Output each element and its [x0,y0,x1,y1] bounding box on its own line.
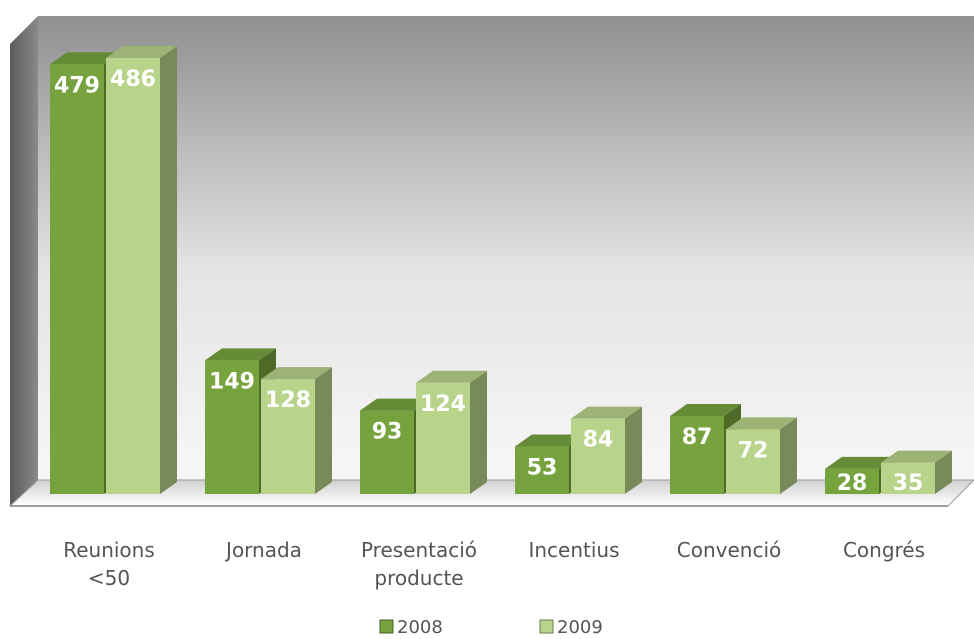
bar-front-face [670,415,724,494]
legend-swatch [539,619,554,634]
legend-label: 2008 [397,617,443,638]
bar-top-face [571,406,642,419]
category-labels: Reunions <50 Jornada Presentació producte Inc… [63,538,925,590]
bars-layer: 479 486 149 128 93 124 53 84 87 72 28 35 [50,46,952,496]
data-label: 53 [527,455,558,480]
data-label: 72 [738,438,769,463]
bar-side-face [935,450,952,494]
side-wall [10,16,38,506]
bar-side-face [625,406,642,494]
bar-side-face [160,46,177,494]
category-label: Jornada [224,538,302,562]
bar-top-face [416,370,487,383]
bar-2009-0: 486 [106,46,177,494]
data-label: 84 [583,428,614,453]
bar-2009-1: 128 [261,367,332,494]
bar-front-face [205,360,259,494]
bar-top-face [50,52,121,65]
bar-top-face [261,367,332,380]
category-label: Incentius [528,538,619,562]
bar-2009-2: 124 [416,370,487,494]
bar-2009-4: 72 [726,417,797,494]
category-label: Presentació [361,538,477,562]
data-label: 486 [110,67,156,92]
bar-front-face [416,382,470,494]
bar-side-face [780,417,797,494]
data-label: 87 [682,425,713,450]
bar-top-face [205,348,276,361]
data-label: 28 [837,471,868,496]
data-label: 479 [54,73,100,98]
data-label: 35 [893,471,924,496]
bar-top-face [726,417,797,430]
bar-top-face [360,398,431,411]
category-label: Congrés [843,538,925,562]
bar-top-face [825,456,896,469]
data-label: 149 [209,369,255,394]
data-label: 128 [265,388,311,413]
legend-item-2009: 2009 [539,617,603,638]
bar-side-face [315,367,332,494]
bar-side-face [470,370,487,494]
category-label: Convenció [677,538,781,562]
category-label: producte [374,566,463,590]
bar-front-face [106,58,160,494]
data-label: 124 [420,392,466,417]
legend-swatch [379,619,394,634]
bar-front-face [571,418,625,494]
bar-2009-3: 84 [571,406,642,494]
category-label: <50 [88,566,130,590]
bar-2008-0: 479 [50,52,121,494]
bar-front-face [515,446,569,494]
legend-label: 2009 [557,617,603,638]
category-label: Reunions [63,538,155,562]
bar-front-face [726,429,780,494]
bar-front-face [50,64,104,494]
legend-item-2008: 2008 [379,617,443,638]
data-label: 93 [372,420,403,445]
legend: 2008 2009 [379,617,603,638]
bar-top-face [106,46,177,58]
bar-front-face [881,462,935,494]
back-wall [38,16,974,480]
bar-front-face [261,379,315,494]
bar-front-face [825,468,879,494]
bar-top-face [881,450,952,463]
bar-2009-5: 35 [881,450,952,496]
bar-front-face [360,410,414,494]
bar-top-face [670,403,741,416]
bar-top-face [515,434,586,447]
